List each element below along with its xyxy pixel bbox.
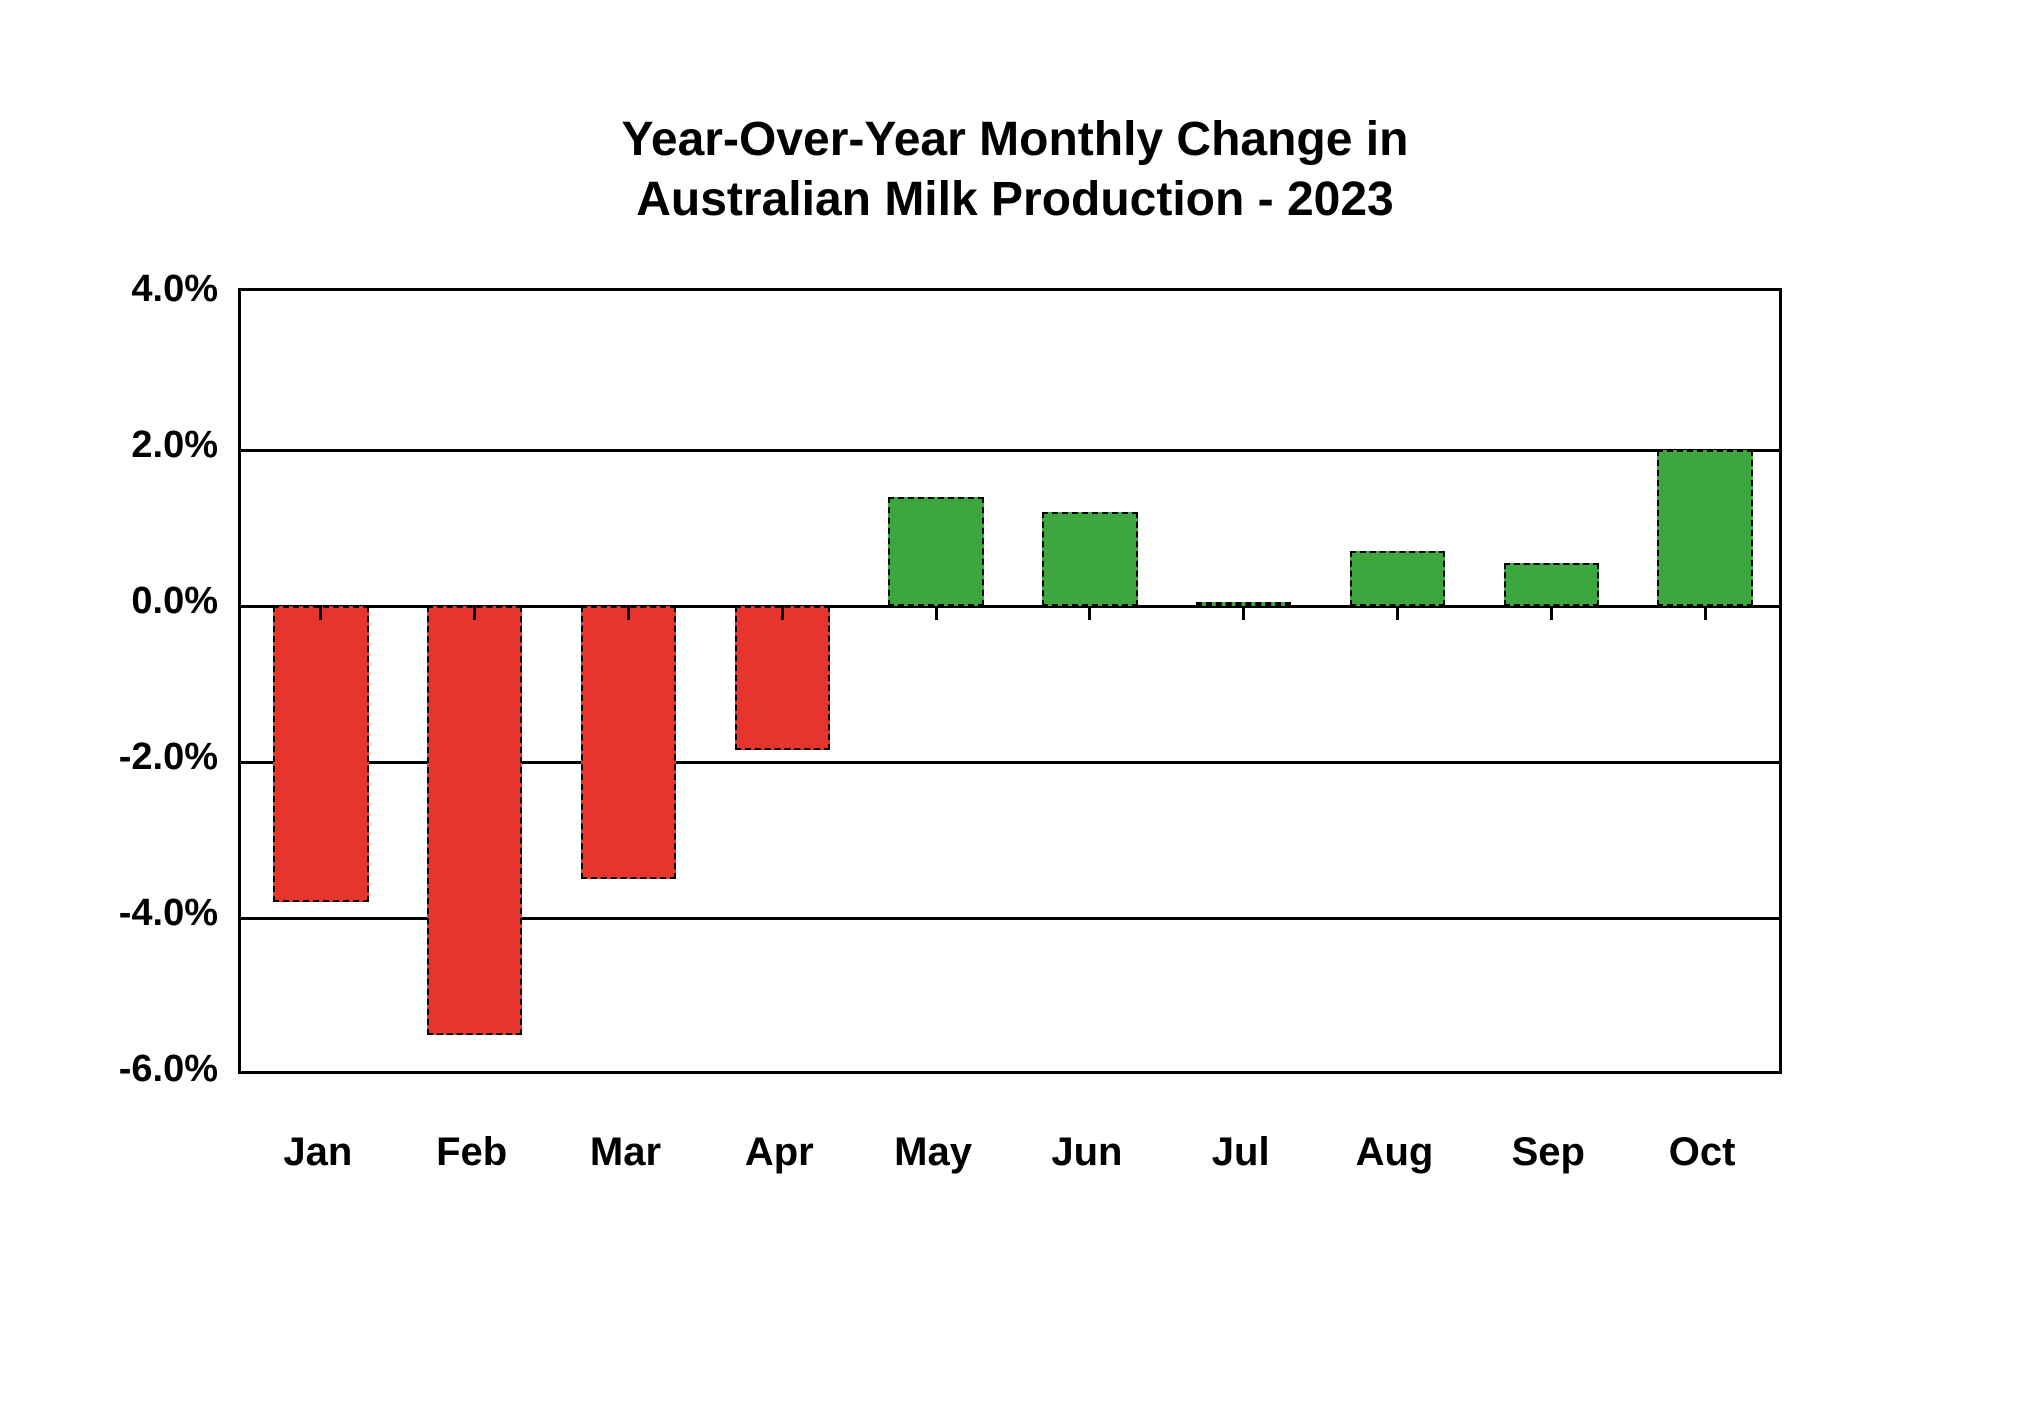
chart-root: Year-Over-Year Monthly Change in Austral… [0,0,2030,1408]
x-axis-label: Jul [1164,1130,1318,1175]
y-axis-label: 4.0% [58,268,218,311]
bar [1042,512,1137,606]
x-axis-tick [1550,606,1553,620]
bar [735,606,830,750]
x-axis-tick [473,606,476,620]
bar [581,606,676,879]
chart-title: Year-Over-Year Monthly Change in Austral… [0,110,2030,230]
x-axis-tick [1396,606,1399,620]
gridline [241,449,1779,452]
x-axis-tick [319,606,322,620]
plot-area [238,288,1782,1074]
bar [427,606,522,1035]
y-axis-label: -4.0% [58,892,218,935]
x-axis-label: Jun [1010,1130,1164,1175]
bar [1350,551,1445,606]
x-axis-label: Aug [1318,1130,1472,1175]
x-axis-tick [1088,606,1091,620]
x-axis-tick [781,606,784,620]
x-axis-label: Jan [241,1130,395,1175]
y-axis-label: 0.0% [58,580,218,623]
x-axis-label: Mar [549,1130,703,1175]
y-axis-label: -2.0% [58,736,218,779]
x-axis-tick [1704,606,1707,620]
bar [273,606,368,902]
x-axis-tick [935,606,938,620]
x-axis-tick [627,606,630,620]
chart-title-line-2: Australian Milk Production - 2023 [0,170,2030,230]
x-axis-label: Sep [1471,1130,1625,1175]
x-axis-label: Feb [395,1130,549,1175]
bar [1657,450,1752,606]
x-axis-label: Apr [702,1130,856,1175]
x-axis-label: Oct [1625,1130,1779,1175]
y-axis-label: 2.0% [58,424,218,467]
x-axis-label: May [856,1130,1010,1175]
bar [1504,563,1599,606]
y-axis-label: -6.0% [58,1048,218,1091]
x-axis-tick [1242,606,1245,620]
chart-title-line-1: Year-Over-Year Monthly Change in [0,110,2030,170]
bar [888,497,983,606]
